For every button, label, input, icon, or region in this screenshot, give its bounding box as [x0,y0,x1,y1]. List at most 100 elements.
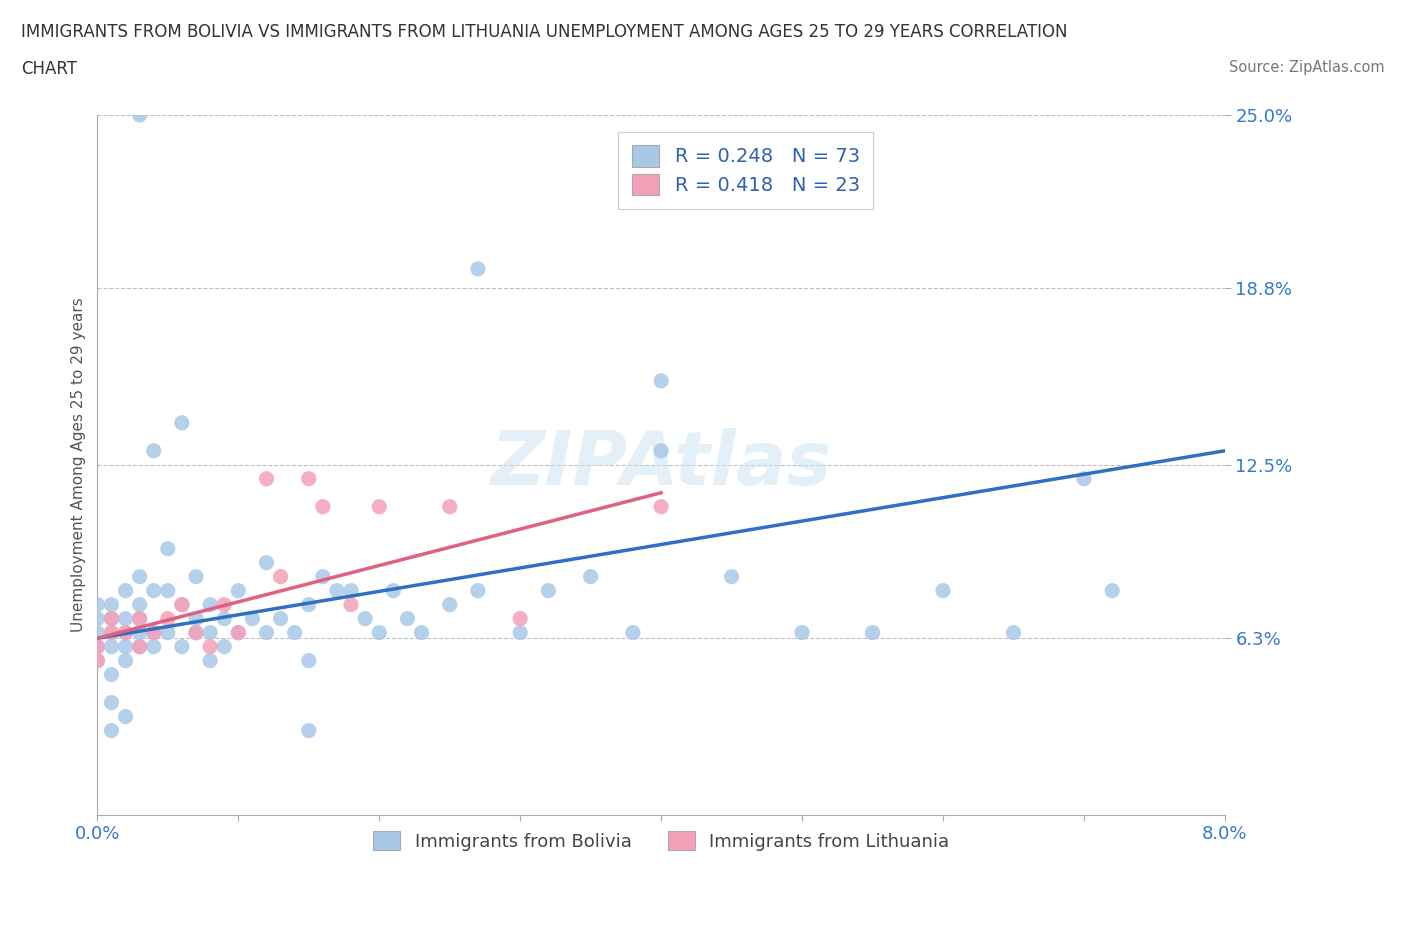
Point [226,583,249,598]
Point [86,653,108,668]
Point [128,611,150,626]
Point [340,583,363,598]
Point [256,472,278,486]
Point [128,625,150,640]
Point [932,583,955,598]
Point [156,583,179,598]
Point [128,639,150,654]
Point [298,653,321,668]
Point [198,597,221,612]
Point [198,625,221,640]
Point [184,611,207,626]
Point [256,555,278,570]
Point [184,569,207,584]
Point [86,597,108,612]
Point [198,653,221,668]
Point [509,625,531,640]
Point [212,611,235,626]
Point [100,597,122,612]
Point [579,569,602,584]
Point [184,625,207,640]
Y-axis label: Unemployment Among Ages 25 to 29 years: Unemployment Among Ages 25 to 29 years [72,298,86,632]
Point [650,444,672,458]
Point [340,597,363,612]
Point [142,583,165,598]
Point [170,597,193,612]
Point [1073,472,1095,486]
Point [326,583,349,598]
Point [184,625,207,640]
Point [298,597,321,612]
Point [114,710,136,724]
Text: CHART: CHART [21,60,77,78]
Point [396,611,419,626]
Point [312,569,335,584]
Point [86,625,108,640]
Point [650,499,672,514]
Point [467,261,489,276]
Point [100,695,122,710]
Point [100,611,122,626]
Point [1002,625,1025,640]
Point [170,597,193,612]
Point [128,597,150,612]
Point [270,569,292,584]
Point [312,499,335,514]
Point [650,373,672,388]
Point [382,583,405,598]
Point [114,611,136,626]
Point [100,639,122,654]
Point [411,625,433,640]
Point [114,639,136,654]
Point [128,108,150,123]
Point [142,444,165,458]
Point [114,625,136,640]
Point [368,499,391,514]
Point [270,611,292,626]
Point [368,625,391,640]
Point [100,625,122,640]
Point [242,611,264,626]
Point [439,499,461,514]
Point [100,625,122,640]
Point [86,611,108,626]
Point [720,569,742,584]
Point [298,724,321,738]
Point [256,625,278,640]
Point [170,639,193,654]
Point [114,625,136,640]
Text: Source: ZipAtlas.com: Source: ZipAtlas.com [1229,60,1385,75]
Point [128,639,150,654]
Text: ZIPAtlas: ZIPAtlas [491,428,832,501]
Point [284,625,307,640]
Point [226,625,249,640]
Point [862,625,884,640]
Point [142,625,165,640]
Point [298,472,321,486]
Point [509,611,531,626]
Point [439,597,461,612]
Point [100,724,122,738]
Point [128,569,150,584]
Point [142,639,165,654]
Point [86,639,108,654]
Point [114,583,136,598]
Point [212,639,235,654]
Point [142,625,165,640]
Legend: Immigrants from Bolivia, Immigrants from Lithuania: Immigrants from Bolivia, Immigrants from… [366,824,956,858]
Point [100,667,122,682]
Point [114,653,136,668]
Point [156,625,179,640]
Point [621,625,644,640]
Point [226,625,249,640]
Point [1101,583,1123,598]
Point [198,639,221,654]
Point [537,583,560,598]
Point [156,541,179,556]
Point [100,611,122,626]
Point [790,625,813,640]
Point [170,416,193,431]
Point [86,653,108,668]
Point [467,583,489,598]
Point [128,611,150,626]
